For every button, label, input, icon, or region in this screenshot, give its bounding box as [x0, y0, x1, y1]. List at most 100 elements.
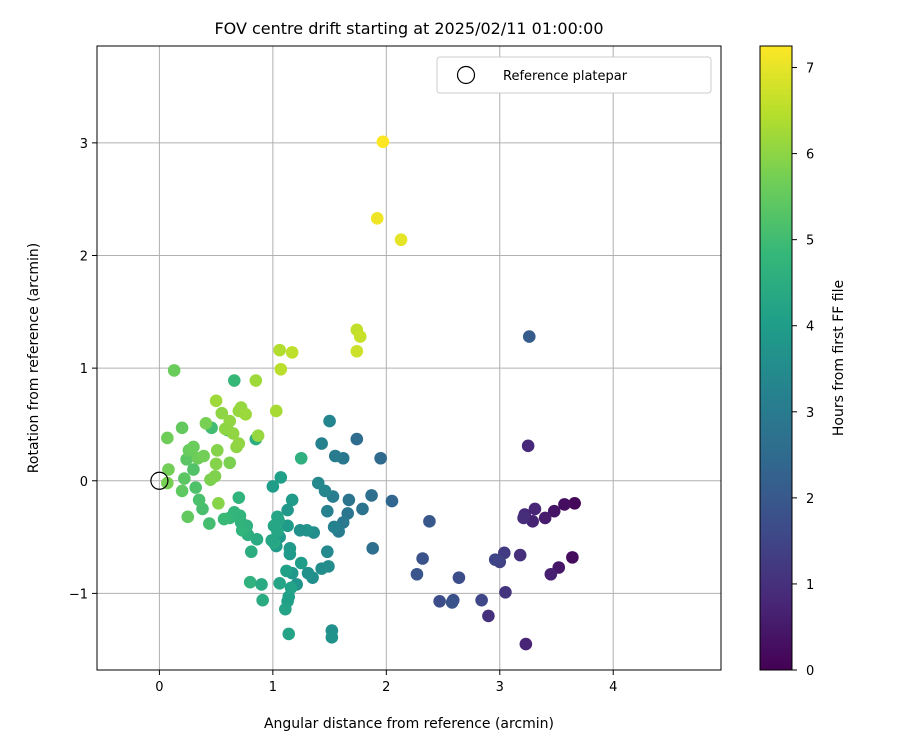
data-point [315, 437, 328, 450]
legend-entry: Reference platepar [503, 69, 628, 84]
data-point [394, 233, 408, 247]
plot-frame [96, 45, 722, 671]
x-tick-label: 2 [382, 680, 390, 695]
y-tick-label: 1 [80, 362, 88, 377]
data-point [522, 330, 536, 343]
colorbar-tick-label: 1 [806, 578, 814, 593]
data-point [161, 431, 174, 445]
data-point [280, 564, 293, 578]
data-point [285, 493, 299, 507]
data-point [187, 463, 200, 476]
data-point [285, 346, 299, 359]
data-point [410, 567, 424, 581]
data-point [350, 432, 364, 446]
x-tick-label: 4 [609, 680, 617, 695]
data-point [433, 594, 446, 608]
data-point [197, 449, 210, 463]
data-point [452, 571, 466, 584]
data-point [243, 575, 257, 589]
axis-ticks: 0 1 2 3 4 −1 0 1 2 3 [69, 137, 618, 695]
data-point [323, 414, 336, 428]
data-point [283, 547, 297, 561]
data-point [256, 593, 269, 607]
data-point [370, 212, 384, 225]
data-point [365, 489, 378, 502]
data-point [269, 404, 283, 418]
data-point [544, 567, 558, 581]
data-point [223, 456, 237, 470]
data-point [279, 602, 292, 616]
data-point [513, 548, 527, 562]
data-point [327, 520, 341, 534]
data-point [568, 496, 581, 510]
data-point [181, 510, 195, 524]
data-point [274, 471, 288, 484]
data-point [209, 394, 223, 408]
data-point [251, 429, 265, 443]
colorbar-gradient [759, 45, 793, 671]
data-point [281, 519, 294, 533]
data-point [538, 511, 552, 525]
data-point [416, 552, 429, 565]
y-tick-label: 3 [80, 137, 88, 152]
data-point [178, 472, 191, 485]
colorbar-tick-label: 7 [806, 62, 814, 77]
data-point [273, 343, 286, 357]
colorbar: 0 1 2 3 4 5 6 7 Hours from first FF file [759, 45, 847, 679]
grid [97, 46, 721, 670]
colorbar-tick-label: 6 [806, 148, 814, 163]
data-point [274, 362, 288, 376]
legend: Reference platepar [436, 56, 712, 94]
data-point [294, 451, 308, 465]
data-point [325, 631, 339, 644]
data-point [488, 553, 502, 566]
colorbar-tick-label: 4 [806, 320, 814, 335]
data-point [374, 451, 387, 465]
colorbar-tick-label: 3 [806, 406, 814, 421]
data-point [301, 566, 315, 580]
data-point [294, 556, 308, 570]
data-point [342, 493, 356, 507]
data-point [215, 406, 229, 420]
data-point [255, 578, 268, 591]
data-point [423, 515, 436, 528]
data-point [293, 524, 307, 537]
data-point [271, 525, 284, 538]
data-point [311, 476, 325, 490]
data-point [519, 637, 533, 651]
colorbar-tick-label: 2 [806, 492, 814, 507]
data-point [192, 493, 206, 507]
data-points [150, 135, 581, 651]
data-point [499, 585, 512, 599]
data-point [528, 502, 542, 516]
data-point [356, 502, 369, 516]
data-point [366, 542, 379, 555]
data-point [187, 440, 200, 454]
x-tick-label: 3 [496, 680, 504, 695]
data-point [315, 562, 328, 575]
data-point [281, 503, 294, 517]
data-point [249, 374, 263, 387]
x-tick-label: 0 [155, 680, 163, 695]
data-point [175, 484, 189, 498]
data-point [209, 457, 223, 471]
data-point [482, 609, 495, 623]
data-point [210, 444, 224, 457]
data-point [265, 534, 279, 547]
data-point [232, 437, 246, 450]
data-point [328, 449, 342, 463]
legend-marker [456, 65, 476, 85]
data-point [167, 364, 181, 377]
data-point [232, 491, 246, 504]
y-tick-label: −1 [69, 587, 88, 602]
data-point [282, 627, 296, 641]
data-point [203, 517, 216, 530]
data-point [227, 374, 241, 387]
colorbar-tick-label: 5 [806, 234, 814, 249]
data-point [217, 512, 231, 526]
data-point [321, 545, 334, 559]
data-point [239, 408, 252, 421]
data-point [566, 551, 579, 564]
data-point [547, 504, 561, 518]
